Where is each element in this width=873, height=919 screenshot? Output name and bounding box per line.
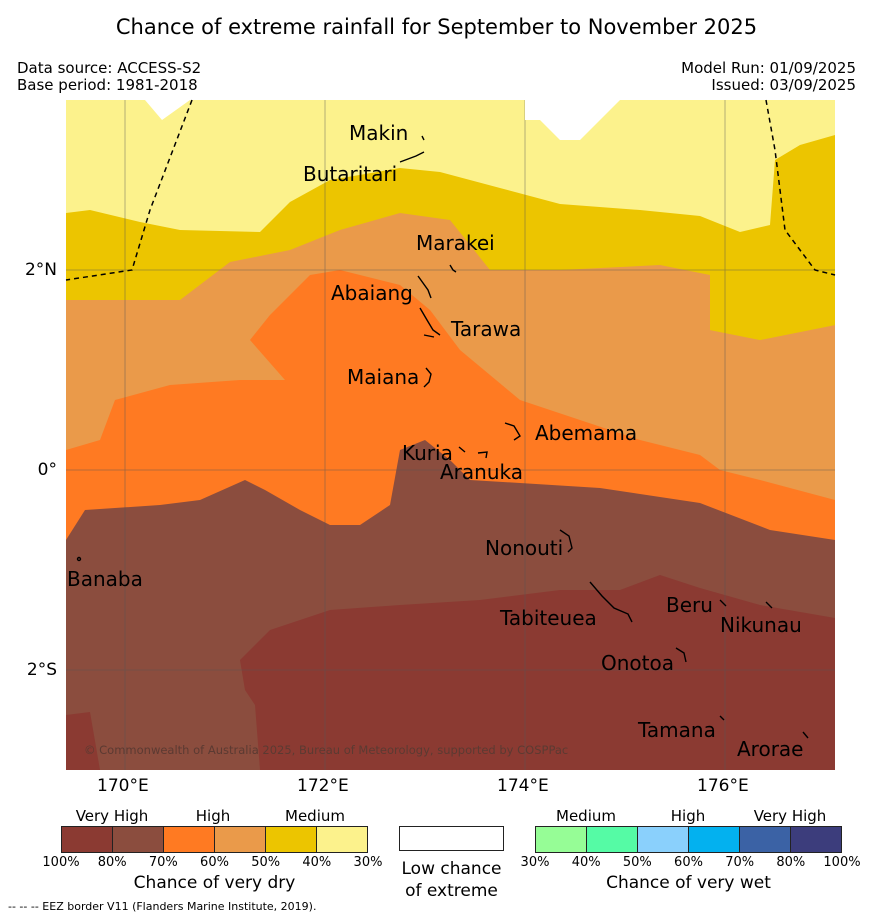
neutral-caption: Low chance of extreme <box>390 858 513 902</box>
place-label: Abemama <box>535 421 637 445</box>
place-label: Marakei <box>416 231 495 255</box>
neutral-caption-line2: of extreme <box>405 881 498 901</box>
source-info: Data source: ACCESS-S2 Base period: 1981… <box>17 60 201 94</box>
wet-tick: 60% <box>674 855 703 870</box>
dry-swatch <box>266 827 317 852</box>
issued-date: Issued: 03/09/2025 <box>711 76 856 94</box>
dry-tick: 100% <box>42 855 80 870</box>
chart-title: Chance of extreme rainfall for September… <box>115 15 758 39</box>
neutral-caption-line1: Low chance <box>401 859 502 879</box>
place-label: Onotoa <box>601 651 674 675</box>
lat-label-2n: 2°N <box>24 260 57 280</box>
wet-tick: 40% <box>571 855 601 870</box>
place-label: Tarawa <box>450 317 521 341</box>
zone-dry-very-high <box>66 575 835 770</box>
dry-tick: 30% <box>353 855 383 870</box>
dry-swatch <box>113 827 164 852</box>
dry-tick: 70% <box>148 855 178 870</box>
dry-heading-medium: Medium <box>285 807 345 825</box>
dry-colorbar <box>61 826 368 853</box>
dry-heading-very-high: Very High <box>75 807 149 825</box>
island-outlines <box>76 135 809 739</box>
data-source: Data source: ACCESS-S2 <box>17 59 202 77</box>
dry-tick: 60% <box>200 855 229 870</box>
neutral-swatch <box>399 826 504 851</box>
place-label: Makin <box>349 121 408 145</box>
zone-dry-medium-east <box>710 262 835 340</box>
place-label: Nonouti <box>485 536 563 560</box>
dry-heading-high: High <box>195 807 231 825</box>
copyright-text: © Commonwealth of Australia 2025, Bureau… <box>84 743 568 757</box>
dry-swatch <box>215 827 266 852</box>
dry-tick: 80% <box>97 855 127 870</box>
graticule <box>66 100 835 770</box>
place-label: Kuria <box>402 441 453 465</box>
lon-label-172e: 172°E <box>297 776 349 796</box>
wet-caption: Chance of very wet <box>606 873 771 893</box>
place-label: Beru <box>666 593 713 617</box>
wet-heading-medium: Medium <box>556 807 616 825</box>
place-label: Nikunau <box>720 613 802 637</box>
wet-colorbar <box>535 826 842 853</box>
wet-swatch <box>689 827 740 852</box>
wet-swatch <box>638 827 689 852</box>
dry-tick: 40% <box>302 855 332 870</box>
dry-caption: Chance of very dry <box>133 873 296 893</box>
model-run: Model Run: 01/09/2025 <box>681 59 856 77</box>
wet-heading-high: High <box>670 807 706 825</box>
eez-borders <box>65 99 836 281</box>
wet-swatch <box>740 827 791 852</box>
lat-label-0: 0° <box>37 460 57 480</box>
dry-tick: 50% <box>251 855 281 870</box>
dry-swatch <box>164 827 215 852</box>
lat-label-2s: 2°S <box>26 660 57 680</box>
lon-label-170e: 170°E <box>97 776 149 796</box>
place-labels: Makin Butaritari Marakei Abaiang Tarawa … <box>67 121 803 761</box>
wet-heading-very-high: Very High <box>753 807 827 825</box>
run-info: Model Run: 01/09/2025 Issued: 03/09/2025 <box>681 60 856 94</box>
wet-tick: 100% <box>823 855 861 870</box>
place-label: Tabiteuea <box>499 606 597 630</box>
wet-tick: 70% <box>725 855 755 870</box>
place-label: Banaba <box>67 567 143 591</box>
wet-swatch <box>536 827 587 852</box>
wet-tick: 50% <box>622 855 652 870</box>
wet-swatch <box>791 827 841 852</box>
dry-swatch <box>62 827 113 852</box>
wet-tick: 80% <box>776 855 806 870</box>
eez-footnote: -- -- -- EEZ border V11 (Flanders Marine… <box>8 900 317 913</box>
place-label: Tamana <box>637 718 716 742</box>
lon-label-174e: 174°E <box>497 776 549 796</box>
probability-zones <box>66 100 835 770</box>
place-label: Abaiang <box>331 281 413 305</box>
dry-swatch <box>317 827 367 852</box>
place-label: Aranuka <box>440 460 523 484</box>
wet-tick: 30% <box>520 855 550 870</box>
missing-data-patches <box>66 100 620 140</box>
lon-label-176e: 176°E <box>697 776 749 796</box>
wet-swatch <box>587 827 638 852</box>
place-label: Maiana <box>347 365 419 389</box>
place-label: Butaritari <box>303 162 397 186</box>
place-label: Arorae <box>737 737 803 761</box>
base-period: Base period: 1981-2018 <box>17 76 198 94</box>
